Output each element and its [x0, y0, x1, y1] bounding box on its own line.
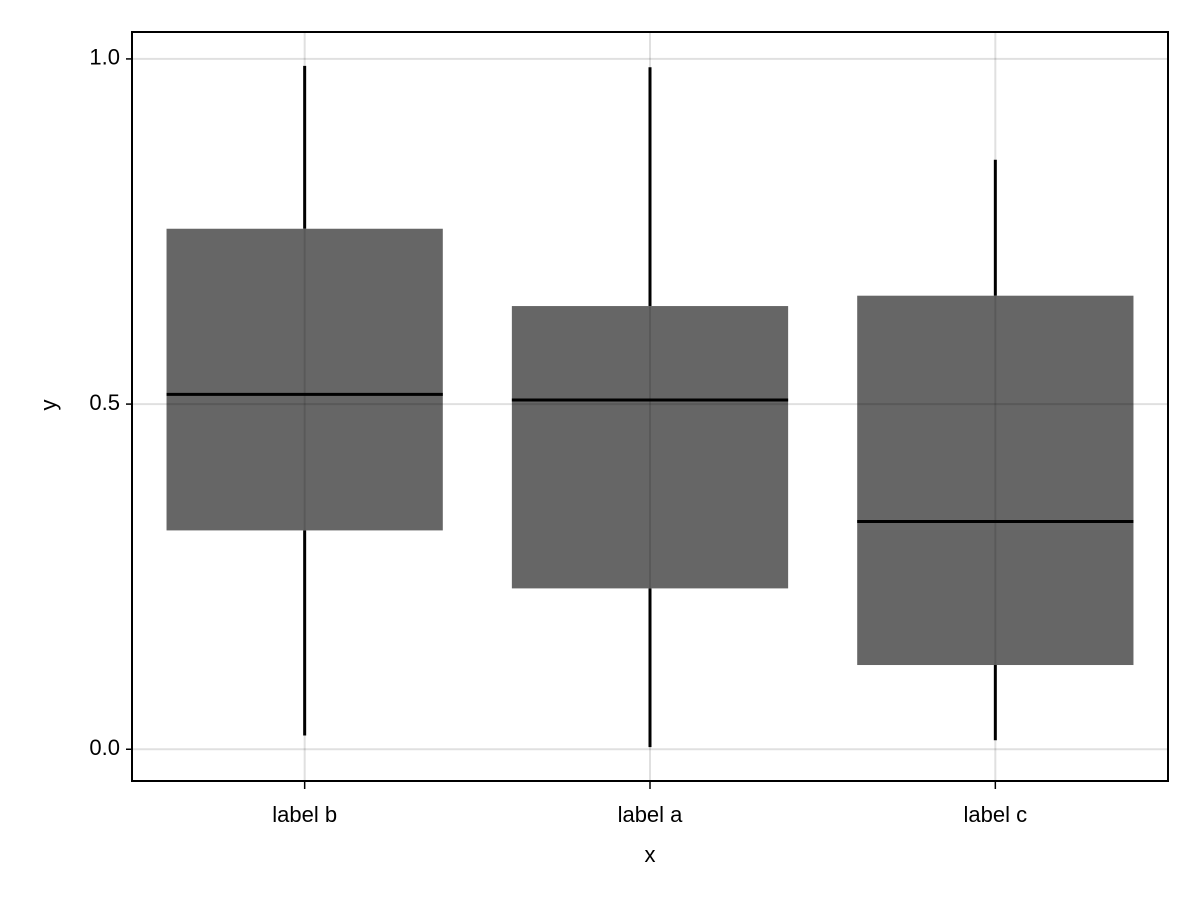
plot-frame: [131, 31, 1169, 782]
box: [166, 228, 443, 531]
x-tick-label: label c: [964, 802, 1028, 827]
y-tick-label: 1.0: [89, 45, 120, 70]
x-axis-label: x: [645, 842, 656, 867]
y-tick-label: 0.5: [89, 390, 120, 415]
box: [857, 295, 1134, 666]
y-axis-label: y: [36, 400, 61, 411]
box: [511, 306, 789, 589]
x-tick-label: label b: [272, 802, 337, 827]
x-tick-label: label a: [618, 802, 684, 827]
y-tick-label: 0.0: [89, 735, 120, 760]
